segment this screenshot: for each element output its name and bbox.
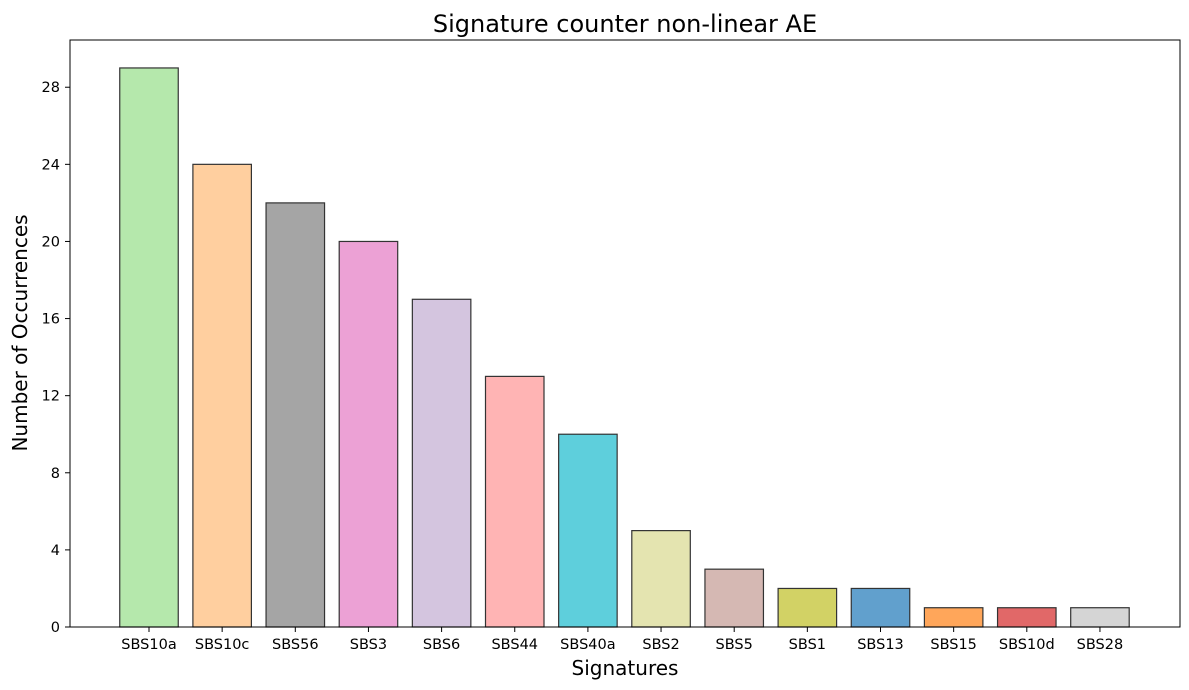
bar-sbs10c	[192, 163, 252, 628]
x-tick-label: SBS15	[930, 637, 977, 653]
bar-sbs28	[1070, 607, 1130, 628]
x-tick-label: SBS10a	[121, 637, 176, 653]
x-tick-label: SBS56	[272, 637, 319, 653]
x-tick-label: SBS10d	[999, 637, 1055, 653]
y-tick-label: 24	[42, 157, 60, 173]
bar-sbs5	[704, 568, 765, 628]
y-axis: 0 4 8 12 16 20 24 28	[42, 80, 70, 636]
plot-frame	[69, 39, 1181, 628]
bars-group	[119, 67, 1130, 628]
bar-sbs40a	[558, 433, 618, 628]
y-axis-label: Number of Occurrences	[8, 214, 32, 451]
bar-sbs10a	[119, 67, 179, 628]
x-tick-label: SBS3	[350, 637, 387, 653]
x-tick-label: SBS44	[491, 637, 538, 653]
y-tick-label: 8	[51, 466, 60, 482]
x-tick-label: SBS40a	[560, 637, 615, 653]
bar-sbs13	[850, 587, 911, 628]
x-tick-label: SBS1	[789, 637, 826, 653]
bar-sbs56	[265, 202, 326, 628]
bar-sbs1	[777, 587, 838, 628]
x-tick-label: SBS5	[716, 637, 753, 653]
x-axis-label: Signatures	[572, 656, 679, 680]
x-axis: SBS10a SBS10c SBS56 SBS3 SBS6 SBS44 SBS40a SBS2…	[121, 627, 1123, 653]
y-tick-label: 28	[42, 80, 60, 96]
x-tick-label: SBS2	[642, 637, 679, 653]
bar-sbs3	[338, 240, 399, 628]
x-tick-label: SBS13	[857, 637, 904, 653]
y-tick-label: 16	[42, 312, 60, 328]
bar-sbs15	[923, 607, 984, 628]
bar-sbs2	[631, 530, 691, 628]
y-tick-label: 12	[42, 389, 60, 405]
x-tick-label: SBS28	[1077, 637, 1124, 653]
chart-title: Signature counter non-linear AE	[433, 10, 817, 38]
x-tick-label: SBS6	[423, 637, 460, 653]
x-tick-label: SBS10c	[195, 637, 250, 653]
y-tick-label: 4	[51, 543, 60, 559]
bar-sbs10d	[996, 607, 1057, 628]
bar-sbs44	[484, 375, 545, 628]
y-tick-label: 20	[42, 234, 60, 250]
bar-sbs6	[411, 298, 472, 628]
y-tick-label: 0	[51, 620, 60, 636]
